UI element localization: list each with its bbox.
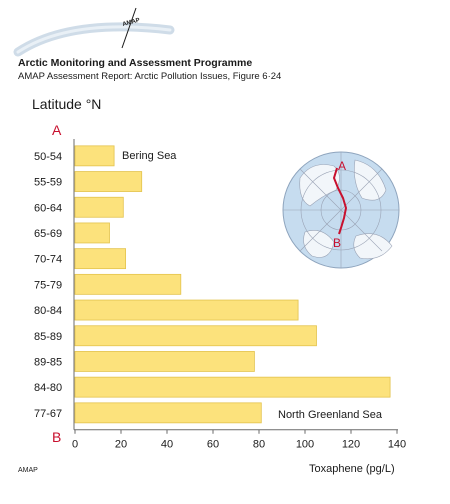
- category-label-75-79: 75-79: [34, 279, 62, 291]
- bar-55-59: [74, 171, 143, 192]
- category-label-80-84: 80-84: [34, 305, 62, 317]
- land-europe: [353, 233, 393, 260]
- category-label-65-69: 65-69: [34, 228, 62, 240]
- x-tick-label-0: 0: [72, 439, 78, 451]
- category-label-50-54: 50-54: [34, 151, 62, 163]
- bar-77-67: [74, 402, 262, 424]
- category-label-77-67: 77-67: [34, 408, 62, 420]
- category-label-55-59: 55-59: [34, 177, 62, 189]
- bar-65-69: [74, 222, 110, 244]
- bar-85-89: [74, 325, 317, 347]
- bar-50-54: [74, 145, 115, 167]
- x-tick-label-40: 40: [161, 439, 173, 451]
- footer-brand: AMAP: [18, 467, 38, 474]
- logo-needle: [121, 7, 137, 49]
- category-label-85-89: 85-89: [34, 331, 62, 343]
- logo-arc-highlight: [16, 25, 172, 54]
- x-tick-label-100: 100: [296, 439, 314, 451]
- bar-84-80: [74, 376, 391, 398]
- bar-80-84: [74, 299, 299, 321]
- annotation-north-greenland-sea: North Greenland Sea: [278, 409, 383, 421]
- x-tick-label-80: 80: [253, 439, 265, 451]
- category-label-89-85: 89-85: [34, 356, 62, 368]
- land-america: [303, 230, 335, 258]
- category-label-60-64: 60-64: [34, 202, 62, 214]
- bar-60-64: [74, 196, 124, 218]
- x-tick-label-140: 140: [388, 439, 406, 451]
- x-axis-title: Toxaphene (pg/L): [309, 463, 395, 475]
- category-label-84-80: 84-80: [34, 382, 62, 394]
- start-marker-a: A: [52, 122, 62, 138]
- inset-map: A B: [282, 151, 400, 269]
- amap-logo: AMAP: [13, 7, 175, 57]
- annotation-bering-sea: Bering Sea: [122, 150, 177, 162]
- logo-text: AMAP: [122, 18, 141, 28]
- land-greenland: [354, 159, 387, 201]
- category-labels: 50-54 55-59 60-64 65-69 70-74 75-79 80-84 85-89…: [34, 151, 62, 420]
- page-title: Arctic Monitoring and Assessment Program…: [18, 57, 252, 69]
- inset-label-a: A: [338, 159, 346, 173]
- cruise-track: [332, 167, 348, 235]
- x-tick-label-120: 120: [342, 439, 360, 451]
- bar-89-85: [74, 351, 255, 372]
- x-tick-label-60: 60: [207, 439, 219, 451]
- page-subtitle: AMAP Assessment Report: Arctic Pollution…: [18, 71, 281, 82]
- end-marker-b: B: [52, 429, 61, 445]
- y-axis-title: Latitude °N: [32, 96, 101, 112]
- inset-label-b: B: [333, 236, 341, 250]
- land-asia: [299, 164, 340, 207]
- category-label-70-74: 70-74: [34, 254, 62, 266]
- x-tick-label-20: 20: [115, 439, 127, 451]
- x-axis: 0 20 40 60 80 100 120 140: [72, 139, 406, 451]
- bar-group: [74, 145, 391, 424]
- bar-75-79: [74, 273, 182, 295]
- bar-70-74: [74, 248, 126, 270]
